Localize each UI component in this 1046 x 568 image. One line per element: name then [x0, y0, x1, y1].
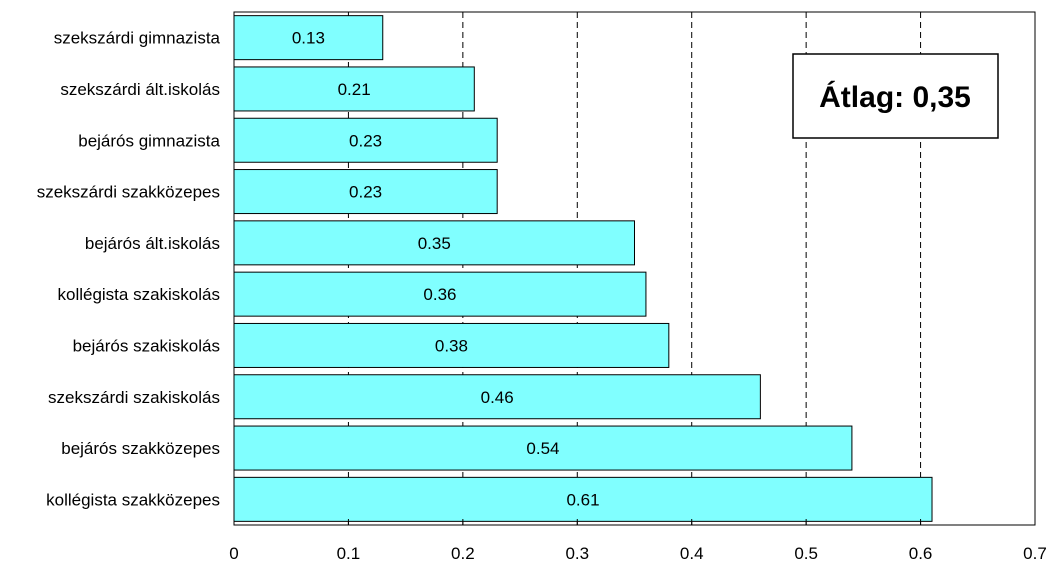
category-label: kollégista szakközepes: [46, 490, 220, 509]
x-tick-label: 0.1: [337, 544, 361, 563]
bar: [233, 117, 498, 163]
category-labels: szekszárdi gimnazista szekszárdi ált.isko…: [37, 29, 221, 510]
category-label: bejárós szakközepes: [61, 439, 220, 458]
bar-value-label: 0.36: [423, 285, 456, 304]
bar: [233, 425, 853, 471]
x-tick-label: 0: [229, 544, 238, 563]
bar-value-label: 0.21: [338, 80, 371, 99]
bar-value-label: 0.35: [418, 234, 451, 253]
category-label: kollégista szakiskolás: [57, 285, 220, 304]
category-label: szekszárdi szakiskolás: [48, 388, 220, 407]
x-tick-label: 0.2: [451, 544, 475, 563]
category-label: bejárós szakiskolás: [73, 336, 220, 355]
bar-value-label: 0.46: [481, 388, 514, 407]
x-tick-label: 0.3: [565, 544, 589, 563]
category-label: szekszárdi ált.iskolás: [60, 80, 220, 99]
bar-value-label: 0.23: [349, 183, 382, 202]
bar-value-label: 0.61: [566, 490, 599, 509]
average-annotation-text: Átlag: 0,35: [819, 80, 971, 114]
bar-value-label: 0.23: [349, 131, 382, 150]
category-label: bejárós gimnazista: [78, 131, 220, 150]
category-label: bejárós ált.iskolás: [85, 234, 220, 253]
bars: 0.13 0.21 0.23 0.23 0.35 0.36 0.38 0.46 0.54 0.61: [233, 15, 933, 522]
category-label: szekszárdi szakközepes: [37, 183, 220, 202]
bar: [233, 271, 647, 317]
x-axis-ticks: 0 0.1 0.2 0.3 0.4 0.5 0.6 0.7: [229, 519, 1046, 563]
bar: [233, 476, 933, 522]
average-annotation-box: [792, 53, 999, 139]
x-tick-label: 0.4: [680, 544, 704, 563]
bar-value-label: 0.38: [435, 336, 468, 355]
average-annotation: Átlag: 0,35: [792, 53, 999, 139]
x-tick-label: 0.6: [909, 544, 933, 563]
category-label: szekszárdi gimnazista: [54, 29, 221, 48]
plot-frame: [233, 11, 1036, 526]
bar: [233, 374, 761, 420]
x-tick-label: 0.7: [1023, 544, 1046, 563]
bar-value-label: 0.13: [292, 29, 325, 48]
bar: [233, 322, 670, 368]
bar: [233, 220, 635, 266]
bar-value-label: 0.54: [526, 439, 559, 458]
x-tick-label: 0.5: [794, 544, 818, 563]
